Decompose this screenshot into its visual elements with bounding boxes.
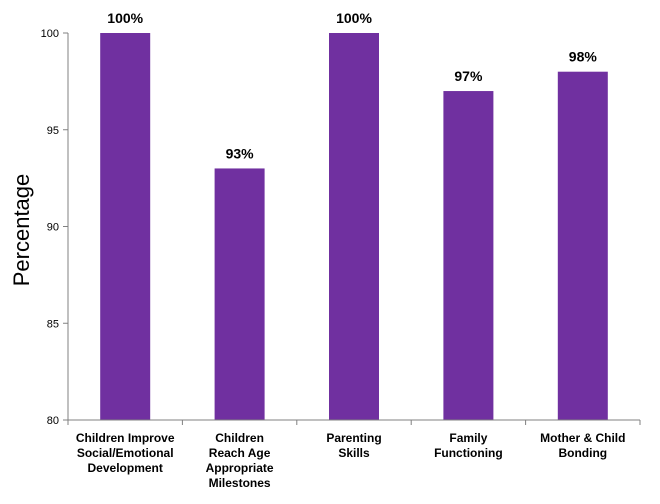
y-axis-ticks: 80 85 90 95 100 <box>41 28 641 427</box>
bars <box>100 33 608 421</box>
data-label: 100% <box>107 10 143 26</box>
x-category-label-line: Children Improve <box>76 431 175 445</box>
x-axis-labels: Children Improve Social/Emotional Developm… <box>76 431 626 490</box>
x-category-label-line: Functioning <box>434 446 503 460</box>
data-label: 98% <box>569 49 598 65</box>
x-category-label: Children Reach Age Appropriate Milestones <box>206 431 274 490</box>
x-category-label-line: Milestones <box>209 476 271 490</box>
y-tick-label: 85 <box>47 318 59 330</box>
x-category-label: Children Improve Social/Emotional Developm… <box>76 431 175 475</box>
bar <box>214 168 265 420</box>
y-tick-label: 95 <box>47 125 59 137</box>
x-category-label-line: Mother & Child <box>540 431 625 445</box>
x-category-label-line: Children <box>215 431 264 445</box>
x-category-label-line: Parenting <box>326 431 381 445</box>
x-category-label: Family Functioning <box>434 431 503 460</box>
x-category-label-line: Bonding <box>558 446 607 460</box>
data-label: 97% <box>454 68 483 84</box>
data-label: 100% <box>336 10 372 26</box>
y-tick-label: 80 <box>47 415 59 427</box>
bar <box>329 33 379 420</box>
x-category-label-line: Social/Emotional <box>77 446 174 460</box>
x-category-label: Mother & Child Bonding <box>540 431 625 460</box>
x-category-label-line: Appropriate <box>206 461 274 475</box>
x-category-label-line: Skills <box>338 446 370 460</box>
data-label: 93% <box>226 145 255 161</box>
data-labels: 100% 93% 100% 97% 98% <box>107 10 597 161</box>
bar <box>443 91 494 421</box>
y-axis-title: Percentage <box>9 174 34 287</box>
y-tick-label: 100 <box>41 28 59 40</box>
y-tick-label: 90 <box>47 222 59 234</box>
bar <box>557 71 608 420</box>
x-category-label-line: Reach Age <box>209 446 271 460</box>
x-category-label-line: Family <box>449 431 487 445</box>
x-category-label: Parenting Skills <box>326 431 381 460</box>
bar <box>100 33 151 420</box>
x-category-label-line: Development <box>88 461 163 475</box>
